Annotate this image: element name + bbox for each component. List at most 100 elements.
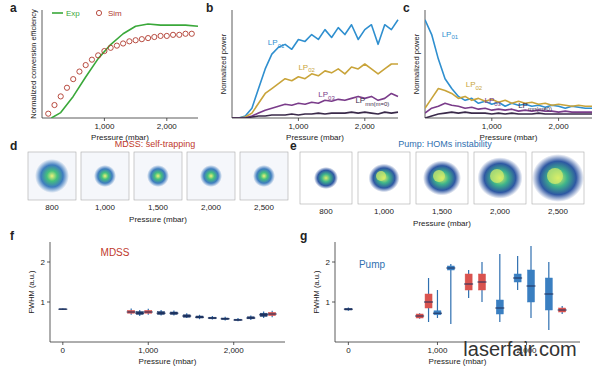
box: [545, 278, 552, 310]
label-sub: mn(m=0): [365, 101, 389, 107]
median: [169, 313, 178, 314]
x-tick-label: 1,000: [288, 122, 309, 131]
plot-area: [232, 20, 398, 118]
y-axis-label: Normalized conversion efficiency: [29, 9, 38, 119]
profile-frame: [81, 152, 129, 200]
label-sub: 01: [451, 34, 458, 40]
median: [513, 278, 522, 279]
profile-frame: [532, 152, 584, 204]
point: [108, 45, 113, 50]
point: [83, 62, 88, 67]
beam-profile: [532, 154, 584, 202]
beam-profile: [314, 167, 338, 189]
x-axis: [425, 118, 592, 119]
box: [496, 300, 503, 314]
plot-area: [425, 20, 592, 118]
box: [514, 274, 521, 282]
box: [465, 274, 472, 290]
x-tick: [437, 342, 438, 345]
line: [232, 20, 398, 118]
point: [102, 48, 107, 53]
point: [183, 31, 188, 36]
median: [495, 308, 504, 309]
y-axis: [335, 242, 336, 342]
point: [139, 37, 144, 42]
point: [177, 32, 182, 37]
beam-profile: [94, 165, 116, 187]
median: [259, 314, 268, 315]
panel-g: g01,0002,00012Pressure (mbar)FWHM (a.u.)…: [300, 229, 580, 366]
profile-label: 2,000: [490, 207, 511, 216]
x-tick-label: 1,000: [138, 346, 159, 355]
box: [158, 312, 165, 315]
beam-profile: [369, 164, 400, 193]
y-axis-label: Normalized power: [412, 33, 421, 94]
median: [424, 302, 433, 303]
profile-label: 800: [45, 203, 59, 212]
beam-hotspot: [433, 170, 445, 182]
beam-profile: [35, 159, 69, 193]
profile-label: 1,500: [148, 203, 169, 212]
x-tick: [148, 342, 149, 345]
x-tick: [491, 118, 492, 121]
profile-frame: [474, 152, 526, 204]
series-label: LP03: [484, 96, 501, 107]
profile-frame: [358, 152, 410, 204]
point: [52, 102, 57, 107]
y-axis: [232, 10, 233, 118]
x-axis-label: Pressure (mbar): [129, 215, 187, 224]
x-tick: [364, 118, 365, 121]
beam-profile: [423, 161, 461, 196]
label-main: LP: [442, 30, 452, 39]
box: [269, 312, 276, 315]
x-tick-label: 2,000: [355, 122, 376, 131]
box: [528, 270, 535, 302]
line: [425, 20, 592, 108]
label-main: LP: [318, 90, 328, 99]
panel-letter: a: [10, 1, 17, 15]
box: [479, 274, 486, 290]
median: [182, 316, 191, 317]
label-sub: 02: [476, 85, 483, 91]
x-tick: [558, 118, 559, 121]
panel-letter: b: [206, 1, 213, 15]
profile-frame: [240, 152, 288, 200]
box: [425, 294, 432, 308]
beam-hotspot: [490, 169, 504, 183]
figure: a 1,000 2,000 Pressure (mbar) Normalized con…: [0, 0, 600, 377]
x-tick: [104, 118, 105, 121]
x-tick-label: 1,000: [94, 122, 115, 131]
point: [189, 31, 194, 36]
x-tick: [348, 342, 349, 345]
median: [544, 294, 553, 295]
profile-panel-d: dMDSS: self-trapping8001,0001,5002,0002,…: [10, 139, 288, 224]
whisker: [450, 264, 451, 324]
box: [447, 266, 454, 270]
panel-c: c1,0002,000Pressure (mbar)Normalized pow…: [403, 1, 592, 142]
profile-label: 2,500: [254, 203, 275, 212]
median: [58, 309, 67, 310]
panel-letter: c: [403, 1, 410, 15]
line: [425, 112, 592, 118]
median: [157, 313, 166, 314]
box: [196, 316, 203, 318]
profile-label: 1,500: [432, 207, 453, 216]
box: [235, 319, 242, 320]
line: [232, 64, 398, 118]
y-tick: [47, 302, 50, 303]
y-tick: [332, 302, 335, 303]
median: [135, 313, 144, 314]
line: [232, 112, 398, 118]
profile-label: 800: [319, 207, 333, 216]
beam-profile: [253, 165, 275, 187]
beam-profile: [478, 157, 523, 198]
box: [559, 308, 566, 312]
median: [195, 317, 204, 318]
box: [434, 311, 441, 315]
box: [136, 312, 143, 315]
panel-letter: g: [300, 229, 307, 243]
series-label: LPmn(m=0): [355, 96, 389, 107]
series-label: LP01: [442, 30, 459, 41]
x-axis: [42, 118, 198, 119]
median: [446, 268, 455, 269]
